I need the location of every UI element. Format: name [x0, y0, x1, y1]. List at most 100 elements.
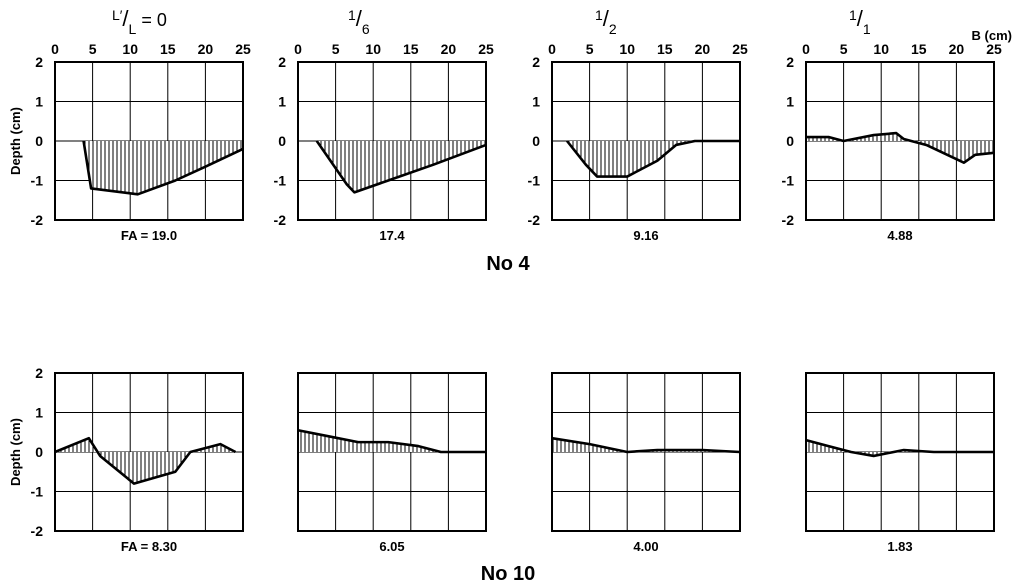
y-tick-label: 1 — [786, 94, 794, 110]
panel-caption: 1.83 — [887, 539, 912, 554]
profile-line — [54, 436, 237, 485]
x-tick-label: 15 — [911, 41, 927, 57]
group-label: No 4 — [486, 253, 530, 275]
panel-caption: 9.16 — [633, 228, 658, 243]
profile-area — [55, 438, 236, 484]
plot-frame — [297, 61, 487, 221]
y-tick-label: -2 — [782, 212, 795, 228]
x-tick-label: 15 — [657, 41, 673, 57]
x-tick-label: 10 — [122, 41, 138, 57]
profile-area — [83, 141, 244, 195]
y-tick-label: -2 — [274, 212, 287, 228]
y-tick-label: 0 — [786, 133, 794, 149]
plot-frame — [551, 61, 741, 221]
profile-area — [567, 141, 740, 177]
x-tick-label: 0 — [294, 41, 302, 57]
x-tick-label: 0 — [51, 41, 59, 57]
y-tick-label: -1 — [274, 173, 287, 189]
y-tick-label: 0 — [35, 133, 43, 149]
y-tick-label: -1 — [782, 173, 795, 189]
plot-frame — [805, 372, 995, 532]
y-tick-label: -2 — [528, 212, 541, 228]
y-tick-label: 1 — [532, 94, 540, 110]
profile-area — [552, 438, 740, 452]
profile-line — [315, 140, 487, 194]
x-tick-label: 20 — [198, 41, 214, 57]
profile-line — [82, 140, 244, 196]
panel-caption: 6.05 — [379, 539, 404, 554]
x-tick-label: 20 — [949, 41, 965, 57]
x-tick-label: 25 — [478, 41, 494, 57]
group-label: No 10 — [481, 563, 535, 585]
profile-area — [806, 133, 994, 163]
chart-panel: 4.00 — [551, 372, 741, 554]
y-tick-label: 2 — [786, 54, 794, 70]
x-tick-label: 10 — [619, 41, 635, 57]
column-header: 1/1 — [849, 6, 871, 37]
plot-frame — [297, 372, 487, 532]
x-tick-label: 0 — [548, 41, 556, 57]
x-tick-label: 25 — [235, 41, 251, 57]
plot-frame — [551, 372, 741, 532]
x-tick-label: 5 — [586, 41, 594, 57]
y-tick-label: 2 — [35, 365, 43, 381]
column-header: 1/2 — [595, 6, 617, 37]
y-axis-label: Depth (cm) — [8, 418, 23, 486]
column-header: L′/L = 0 — [112, 6, 167, 37]
x-tick-label: 25 — [732, 41, 748, 57]
plot-frame — [54, 372, 244, 532]
chart-panel: 2 1 0 -1 -2 FA = 8.30 — [31, 365, 244, 554]
y-tick-label: -1 — [31, 484, 44, 500]
y-tick-label: 1 — [35, 94, 43, 110]
y-tick-label: -1 — [31, 173, 44, 189]
panel-caption: 17.4 — [379, 228, 405, 243]
panel-caption: FA = 8.30 — [121, 539, 177, 554]
profile-line — [806, 131, 995, 165]
y-tick-label: 1 — [35, 405, 43, 421]
x-tick-label: 15 — [403, 41, 419, 57]
plot-frame — [805, 61, 995, 221]
figure-labels: Depth (cm) Depth (cm) L′/L = 0 1/6 1/2 1/1 B (… — [8, 6, 1012, 585]
y-axis-label: Depth (cm) — [8, 107, 23, 175]
x-tick-label: 20 — [695, 41, 711, 57]
x-tick-label: 5 — [89, 41, 97, 57]
panel-caption: FA = 19.0 — [121, 228, 177, 243]
y-tick-label: 2 — [532, 54, 540, 70]
profile-line — [297, 428, 486, 454]
y-tick-label: 2 — [278, 54, 286, 70]
x-tick-label: 5 — [840, 41, 848, 57]
y-tick-label: -1 — [528, 173, 541, 189]
x-axis-unit-label: B (cm) — [972, 28, 1012, 43]
x-tick-label: 10 — [365, 41, 381, 57]
y-tick-label: -2 — [31, 212, 44, 228]
panel-caption: 4.00 — [633, 539, 658, 554]
y-tick-label: 0 — [278, 133, 286, 149]
panel-caption: 4.88 — [887, 228, 912, 243]
y-tick-label: 0 — [532, 133, 540, 149]
x-tick-label: 25 — [986, 41, 1002, 57]
profile-line — [551, 436, 741, 454]
profile-line — [805, 438, 994, 458]
chart-panel: 1.83 — [805, 372, 995, 554]
x-tick-label: 20 — [441, 41, 457, 57]
column-header: 1/6 — [348, 6, 370, 37]
y-tick-label: 1 — [278, 94, 286, 110]
plot-frame — [54, 61, 244, 221]
x-tick-label: 5 — [332, 41, 340, 57]
profile-line — [566, 139, 740, 178]
y-tick-label: -2 — [31, 523, 44, 539]
y-tick-label: 0 — [35, 444, 43, 460]
profile-area — [316, 141, 486, 193]
x-tick-label: 15 — [160, 41, 176, 57]
chart-panel: 6.05 — [297, 372, 487, 554]
x-tick-label: 10 — [873, 41, 889, 57]
y-tick-label: 2 — [35, 54, 43, 70]
profile-area — [298, 430, 486, 452]
x-tick-label: 0 — [802, 41, 810, 57]
